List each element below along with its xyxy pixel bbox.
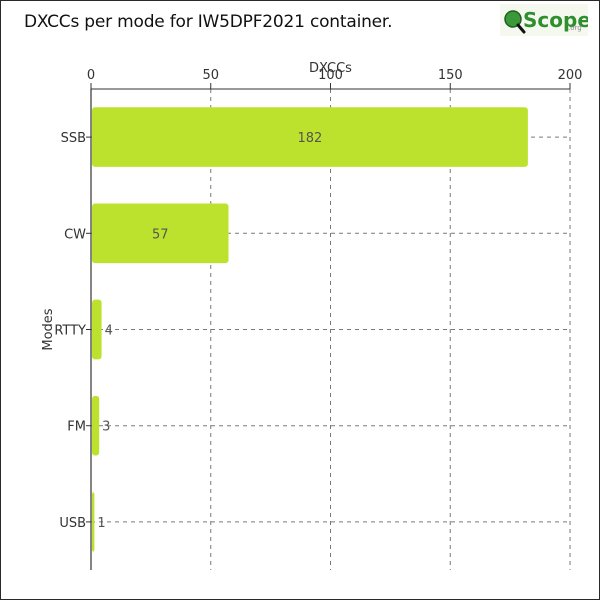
bar-value-label: 182 (298, 131, 323, 146)
x-tick-label: 200 (558, 68, 583, 83)
category-label: FM (67, 420, 86, 435)
bar-value-label: 57 (152, 227, 169, 242)
qscope-logo: Scope .org (500, 4, 588, 36)
logo-suffix: .org (568, 24, 582, 32)
x-tick-label: 150 (438, 68, 463, 83)
bar-cw (92, 203, 229, 264)
bar-value-label: 1 (97, 516, 105, 531)
x-tick-label: 50 (202, 68, 219, 83)
x-tick-label: 100 (318, 68, 343, 83)
axes: 0 50 100 150 200 SSB CW RTTY FM USB (54, 68, 582, 570)
category-label: CW (64, 227, 86, 242)
category-label: RTTY (54, 324, 86, 339)
bar-fm (92, 395, 100, 456)
y-axis-title: Modes (41, 308, 56, 350)
bars: 182 57 4 3 1 (92, 107, 528, 552)
logo-text: Scope (523, 8, 588, 32)
grid-lines (91, 89, 571, 570)
magnifier-handle-icon (516, 23, 526, 34)
chart-title: DXCCs per mode for IW5DPF2021 container. (24, 12, 393, 32)
bar-value-label: 3 (102, 420, 110, 435)
bar-rtty (92, 299, 102, 360)
bar-usb (92, 492, 95, 552)
bar-value-label: 4 (105, 324, 113, 339)
x-tick-label: 0 (87, 68, 95, 83)
x-axis-title: DXCCs (309, 61, 352, 76)
category-label: SSB (61, 131, 86, 146)
category-label: USB (59, 516, 86, 531)
bar-ssb (92, 107, 528, 167)
magnifier-globe-icon (504, 10, 522, 28)
